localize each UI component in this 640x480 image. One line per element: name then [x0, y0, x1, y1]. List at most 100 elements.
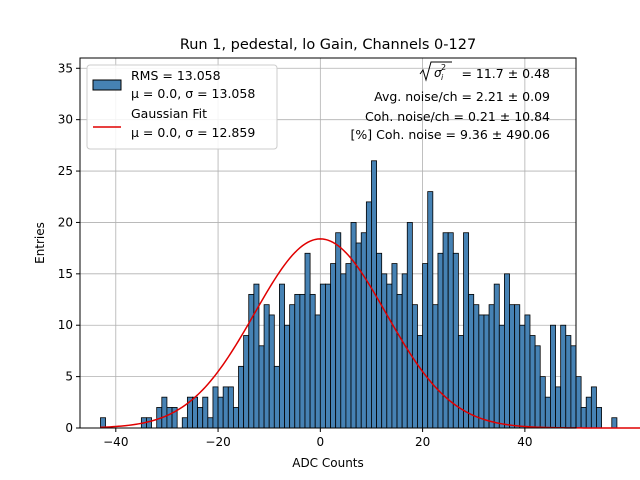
histogram-bar — [483, 314, 490, 429]
histogram-bar — [197, 407, 204, 429]
histogram-bar — [493, 283, 500, 429]
histogram-bar — [217, 396, 224, 429]
histogram-bar — [401, 273, 408, 429]
legend-entry-rms: RMS = 13.058 — [131, 68, 221, 83]
svg-text:σ: σ — [434, 66, 442, 80]
y-axis-label: Entries — [33, 222, 47, 264]
x-tick-label: −20 — [205, 435, 230, 449]
histogram-bar — [509, 304, 516, 429]
y-tick-label: 15 — [58, 267, 73, 281]
svg-text:2: 2 — [441, 63, 446, 72]
histogram-bar — [207, 417, 214, 429]
histogram-bar — [570, 345, 577, 429]
x-axis-label: ADC Counts — [292, 456, 364, 470]
histogram-bar — [417, 335, 423, 429]
x-tick-label: −40 — [103, 435, 128, 449]
histogram-bar — [452, 252, 459, 429]
histogram-bar — [422, 263, 429, 429]
legend-entry-rms-params: μ = 0.0, σ = 13.058 — [131, 86, 255, 101]
histogram-bar — [340, 273, 347, 429]
annotation-pct-coh-noise: [%] Coh. noise = 9.36 ± 490.06 — [350, 127, 550, 142]
histogram-bar — [381, 273, 388, 429]
histogram-bar — [463, 232, 470, 429]
histogram-bar — [166, 407, 173, 429]
histogram-bar — [427, 191, 434, 429]
histogram-bar — [539, 376, 546, 429]
histogram-bar — [457, 335, 464, 429]
noise-annotations: σ 2 i = 11.7 ± 0.48 Avg. noise/ch = 2.21… — [350, 61, 550, 142]
x-tick-label: 20 — [415, 435, 430, 449]
histogram-bar — [473, 304, 480, 429]
histogram-bar — [432, 304, 439, 429]
histogram-bar — [263, 304, 270, 429]
y-tick-label: 20 — [58, 215, 73, 229]
histogram-bar — [550, 324, 556, 429]
y-tick-label: 30 — [58, 113, 73, 127]
histogram-bar — [161, 396, 168, 429]
histogram-bar — [258, 345, 265, 429]
histogram-bar — [319, 283, 326, 429]
histogram-bar — [585, 396, 592, 429]
histogram-bar — [391, 263, 398, 429]
histogram-bar — [345, 263, 352, 429]
histogram-bar — [580, 407, 587, 429]
histogram-bar — [555, 386, 562, 429]
y-tick-label: 10 — [58, 318, 73, 332]
histogram-bar — [504, 273, 510, 429]
legend-histogram-patch — [92, 79, 122, 91]
histogram-bar — [325, 283, 331, 429]
histogram-bar — [181, 417, 188, 429]
histogram-bar — [273, 365, 280, 429]
histogram-bar — [565, 335, 572, 429]
histogram-bar — [268, 314, 275, 429]
histogram-bar — [590, 386, 597, 429]
histogram-bar — [227, 386, 234, 429]
histogram-bar — [519, 324, 526, 429]
histogram-bar — [396, 293, 403, 429]
histogram-bar — [314, 314, 321, 429]
histogram-bar — [238, 365, 245, 429]
histogram-bar — [575, 376, 582, 429]
histogram-bars — [100, 160, 618, 429]
histogram-bar — [544, 396, 551, 429]
sigma-i-symbol: σ 2 i — [419, 61, 452, 82]
histogram-bar — [529, 335, 536, 429]
y-tick-label: 25 — [58, 164, 73, 178]
histogram-bar — [386, 283, 393, 429]
histogram-bar — [478, 314, 485, 429]
histogram-bar — [488, 304, 495, 429]
histogram-bar — [279, 283, 285, 429]
histogram-bar — [233, 407, 239, 429]
histogram-bar — [350, 222, 357, 429]
histogram-bar — [365, 201, 372, 429]
histogram-bar — [524, 314, 531, 429]
histogram-bar — [611, 417, 618, 429]
histogram-bar — [335, 232, 342, 429]
plot-frame — [79, 57, 577, 429]
histogram-bar — [202, 396, 209, 429]
histogram-bar — [294, 293, 301, 429]
legend-entry-fit-params: μ = 0.0, σ = 12.859 — [131, 125, 255, 140]
histogram-bar — [289, 304, 296, 429]
annotation-avg-noise: Avg. noise/ch = 2.21 ± 0.09 — [374, 89, 550, 104]
histogram-bar — [360, 232, 367, 429]
histogram-bar — [304, 252, 311, 429]
histogram-bar — [284, 324, 291, 429]
legend: RMS = 13.058 μ = 0.0, σ = 13.058 Gaussia… — [86, 64, 278, 150]
x-tick-label: 0 — [317, 435, 325, 449]
legend-box — [86, 64, 278, 150]
histogram-bar — [146, 417, 152, 429]
histogram-bar — [212, 386, 219, 429]
histogram-bar — [447, 232, 454, 429]
histogram-bar — [243, 335, 250, 429]
histogram-bar — [299, 293, 306, 429]
annotation-sigma-i: = 11.7 ± 0.48 — [461, 66, 550, 81]
histogram-bar — [514, 304, 521, 429]
x-axis-ticks: −40 −20 0 20 40 — [103, 428, 533, 449]
histogram-bar — [534, 345, 541, 429]
chart-title: Run 1, pedestal, lo Gain, Channels 0-127 — [180, 37, 476, 53]
histogram-bar — [222, 386, 229, 429]
histogram-bar — [309, 293, 316, 429]
histogram-bar — [596, 407, 602, 429]
